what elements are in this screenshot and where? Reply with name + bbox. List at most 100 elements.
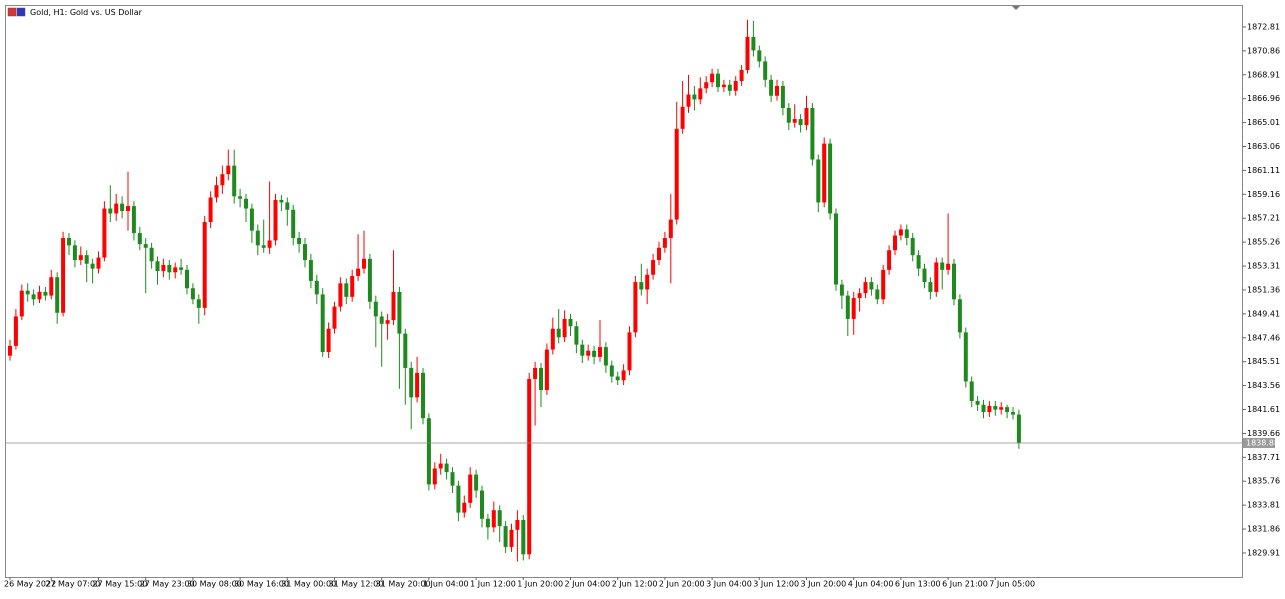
candle-body — [273, 199, 278, 241]
candle-body — [898, 229, 903, 236]
candle-body — [432, 468, 437, 485]
candle-body — [72, 245, 77, 261]
candle-body — [338, 283, 343, 307]
y-tick-label: 1870.86 — [1247, 46, 1280, 55]
candle-body — [220, 174, 225, 186]
candle-body — [149, 247, 154, 262]
x-tick-label: 31 May 12:00 — [329, 580, 384, 589]
y-tick-label: 1845.51 — [1247, 357, 1280, 366]
candle-body — [503, 526, 508, 547]
candle-body — [798, 119, 803, 126]
candle-body — [173, 267, 178, 273]
y-tick-label: 1841.61 — [1247, 405, 1280, 414]
x-tick-label: 6 Jun 21:00 — [942, 580, 988, 589]
candle-body — [751, 36, 756, 51]
candle-body — [480, 490, 484, 519]
candle-body — [143, 244, 148, 248]
candle-body — [196, 299, 201, 308]
candle-body — [497, 510, 502, 527]
candle-body — [90, 263, 95, 269]
candle-body — [999, 407, 1004, 410]
x-tick-label: 2 Jun 12:00 — [612, 580, 658, 589]
candle-body — [621, 370, 626, 381]
y-tick-label: 1857.21 — [1247, 214, 1280, 223]
candle-body — [645, 274, 650, 290]
y-tick-label: 1866.96 — [1247, 94, 1280, 103]
candle-body — [25, 290, 30, 295]
candle-body — [285, 202, 290, 210]
x-tick-label: 1 Jun 20:00 — [517, 580, 563, 589]
candle-body — [8, 345, 12, 356]
candle-body — [727, 84, 732, 91]
candle-body — [185, 269, 189, 289]
candle-body — [603, 347, 608, 366]
candle-body — [314, 280, 319, 295]
y-tick-label: 1849.41 — [1247, 309, 1280, 318]
candle-body — [969, 381, 974, 402]
candle-body — [698, 88, 703, 100]
x-tick-label: 7 Jun 05:00 — [989, 580, 1035, 589]
candle-body — [804, 107, 809, 126]
x-tick-label: 27 May 15:00 — [93, 580, 148, 589]
candle-body — [963, 332, 968, 382]
candle-body — [126, 206, 130, 211]
x-tick-label: 30 May 08:00 — [187, 580, 242, 589]
candle-body — [78, 255, 83, 261]
candle-body — [261, 245, 266, 248]
candle-body — [161, 264, 166, 272]
candle-body — [102, 208, 107, 258]
candle-body — [887, 250, 892, 270]
candle-body — [509, 529, 514, 547]
y-tick-label: 1839.66 — [1247, 429, 1280, 438]
current-price-label: 1838.88 — [1246, 438, 1279, 447]
candle-body — [987, 405, 992, 413]
y-tick-label: 1835.76 — [1247, 477, 1280, 486]
y-tick-label: 1872.81 — [1247, 22, 1280, 31]
candle-body — [893, 235, 897, 251]
candle-body — [527, 378, 532, 555]
y-tick-label: 1863.06 — [1247, 142, 1280, 151]
y-tick-label: 1868.91 — [1247, 70, 1280, 79]
candle-body — [19, 290, 24, 317]
candle-body — [391, 291, 396, 321]
candle-body — [43, 291, 48, 296]
x-tick-label: 2 Jun 04:00 — [565, 580, 611, 589]
candle-body — [851, 298, 856, 319]
y-tick-label: 1829.91 — [1247, 548, 1280, 557]
candle-body — [421, 372, 425, 419]
candle-body — [13, 316, 18, 346]
candle-body — [574, 326, 579, 345]
candle-body — [739, 69, 744, 82]
candle-body — [633, 282, 638, 333]
y-tick-label: 1837.71 — [1247, 453, 1280, 462]
y-tick-label: 1861.11 — [1247, 166, 1280, 175]
candle-body — [403, 333, 408, 368]
candle-body — [362, 258, 366, 269]
plot-frame — [5, 5, 1243, 578]
symbol-icon — [7, 7, 26, 17]
candle-body — [763, 61, 768, 80]
candle-body — [308, 260, 313, 281]
candle-body — [344, 283, 349, 297]
candle-body — [946, 263, 951, 270]
candle-body — [786, 107, 791, 123]
y-tick-label: 1847.46 — [1247, 333, 1280, 342]
candle-body — [716, 73, 720, 88]
candle-body — [67, 237, 71, 246]
candle-body — [450, 472, 455, 486]
candle-body — [267, 240, 272, 248]
candle-body — [415, 372, 420, 398]
candle-body — [291, 209, 296, 238]
y-tick-label: 1831.86 — [1247, 525, 1280, 534]
candle-body — [332, 306, 337, 329]
candle-body — [881, 269, 886, 300]
candle-body — [952, 263, 956, 300]
candle-body — [279, 199, 284, 203]
candle-body — [957, 299, 962, 333]
x-tick-label: 26 May 2022 — [4, 580, 56, 589]
x-tick-label: 31 May 00:00 — [281, 580, 336, 589]
candle-body — [108, 208, 113, 214]
candle-body — [916, 255, 921, 269]
candle-body — [993, 405, 998, 410]
x-tick-label: 3 Jun 04:00 — [706, 580, 752, 589]
